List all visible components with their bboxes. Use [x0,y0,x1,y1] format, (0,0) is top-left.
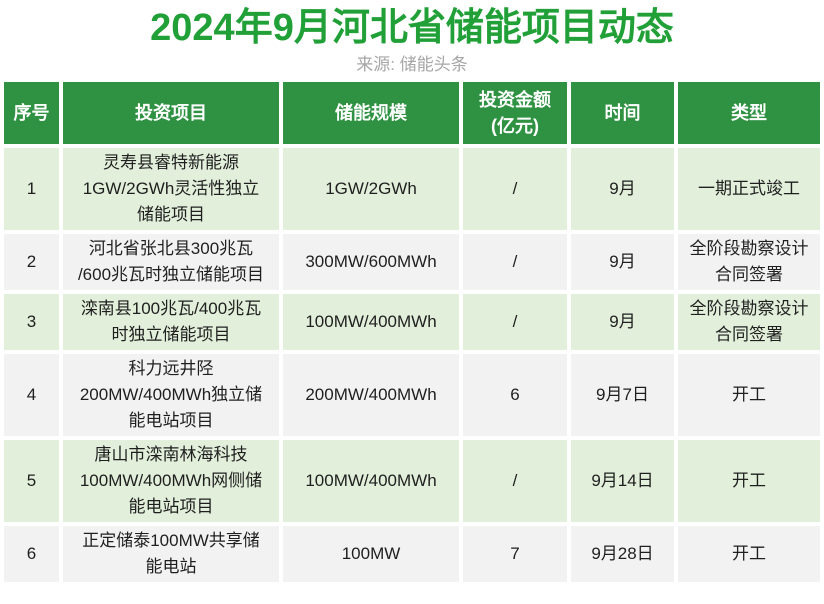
cell-index: 6 [4,526,59,582]
projects-table: 序号 投资项目 储能规模 投资金额 (亿元) 时间 类型 1 灵寿县睿特新能源 … [0,78,824,586]
cell-time: 9月7日 [571,354,674,436]
table-row: 2 河北省张北县300兆瓦 /600兆瓦时独立储能项目 300MW/600MWh… [4,234,820,290]
cell-type: 全阶段勘察设计 合同签署 [678,234,820,290]
cell-type: 全阶段勘察设计 合同签署 [678,294,820,350]
cell-project: 正定储泰100MW共享储 能电站 [63,526,279,582]
cell-time: 9月14日 [571,440,674,522]
cell-project: 灵寿县睿特新能源 1GW/2GWh灵活性独立 储能项目 [63,148,279,230]
cell-project: 滦南县100兆瓦/400兆瓦 时独立储能项目 [63,294,279,350]
cell-scale: 1GW/2GWh [283,148,459,230]
cell-type: 开工 [678,526,820,582]
table-row: 4 科力远井陉 200MW/400MWh独立储 能电站项目 200MW/400M… [4,354,820,436]
table-row: 3 滦南县100兆瓦/400兆瓦 时独立储能项目 100MW/400MWh / … [4,294,820,350]
cell-project: 科力远井陉 200MW/400MWh独立储 能电站项目 [63,354,279,436]
cell-time: 9月28日 [571,526,674,582]
cell-type: 开工 [678,354,820,436]
cell-amount: 6 [463,354,567,436]
page-title: 2024年9月河北省储能项目动态 [150,7,674,49]
col-header-time: 时间 [571,82,674,144]
cell-amount: / [463,294,567,350]
col-header-scale: 储能规模 [283,82,459,144]
cell-time: 9月 [571,294,674,350]
cell-index: 4 [4,354,59,436]
cell-amount: 7 [463,526,567,582]
cell-type: 开工 [678,440,820,522]
cell-scale: 200MW/400MWh [283,354,459,436]
cell-index: 3 [4,294,59,350]
cell-project: 唐山市滦南林海科技 100MW/400MWh网侧储 能电站项目 [63,440,279,522]
cell-time: 9月 [571,148,674,230]
col-header-index: 序号 [4,82,59,144]
cell-index: 2 [4,234,59,290]
table-row: 6 正定储泰100MW共享储 能电站 100MW 7 9月28日 开工 [4,526,820,582]
cell-index: 5 [4,440,59,522]
cell-amount: / [463,440,567,522]
cell-scale: 100MW/400MWh [283,294,459,350]
cell-type: 一期正式竣工 [678,148,820,230]
table-header-row: 序号 投资项目 储能规模 投资金额 (亿元) 时间 类型 [4,82,820,144]
cell-amount: / [463,234,567,290]
cell-scale: 300MW/600MWh [283,234,459,290]
cell-time: 9月 [571,234,674,290]
col-header-amount: 投资金额 (亿元) [463,82,567,144]
cell-project: 河北省张北县300兆瓦 /600兆瓦时独立储能项目 [63,234,279,290]
col-header-project: 投资项目 [63,82,279,144]
cell-index: 1 [4,148,59,230]
table-row: 5 唐山市滦南林海科技 100MW/400MWh网侧储 能电站项目 100MW/… [4,440,820,522]
col-header-type: 类型 [678,82,820,144]
cell-scale: 100MW/400MWh [283,440,459,522]
cell-scale: 100MW [283,526,459,582]
table-row: 1 灵寿县睿特新能源 1GW/2GWh灵活性独立 储能项目 1GW/2GWh /… [4,148,820,230]
cell-amount: / [463,148,567,230]
infographic-page: 2024年9月河北省储能项目动态 来源: 储能头条 序号 投资项目 储能规模 投… [0,6,824,604]
source-label: 来源: 储能头条 [356,55,468,74]
